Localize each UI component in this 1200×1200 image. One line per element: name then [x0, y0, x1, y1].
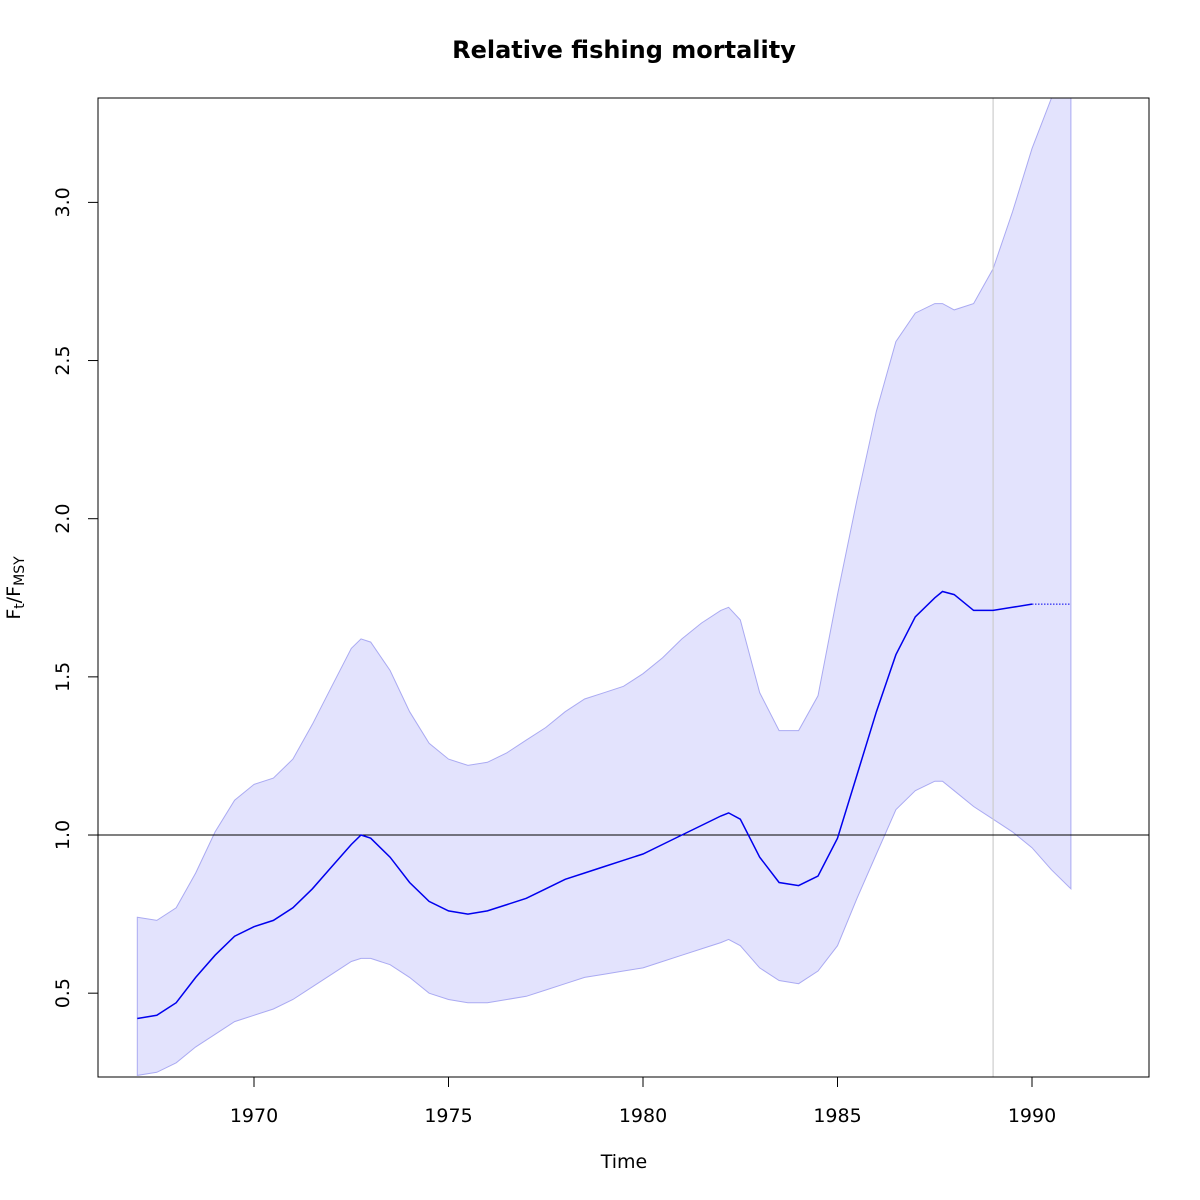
plot-frame [97, 97, 1150, 1078]
y-tick-label: 2.5 [52, 345, 74, 375]
y-tick-label: 1.5 [52, 662, 74, 692]
x-tick-label: 1985 [813, 1105, 861, 1127]
x-tick-label: 1975 [424, 1105, 472, 1127]
y-tick-label: 1.0 [52, 820, 74, 850]
y-axis-label: Ft/FMSY [3, 556, 28, 620]
x-tick-label: 1970 [230, 1105, 278, 1127]
y-tick-label: 2.0 [52, 504, 74, 534]
y-tick-label: 0.5 [52, 978, 74, 1008]
chart-title: Relative fishing mortality [452, 36, 796, 64]
x-axis-label: Time [600, 1151, 648, 1173]
y-axis: 0.5 1.0 1.5 2.0 2.5 3.0 [52, 187, 98, 1008]
x-tick-label: 1980 [619, 1105, 667, 1127]
confidence-band [136, 98, 1072, 1076]
y-tick-label: 3.0 [52, 187, 74, 217]
estimate-line [137, 590, 1033, 1020]
x-axis: 1970 1975 1980 1985 1990 [230, 1077, 1056, 1127]
x-tick-label: 1990 [1008, 1105, 1056, 1127]
